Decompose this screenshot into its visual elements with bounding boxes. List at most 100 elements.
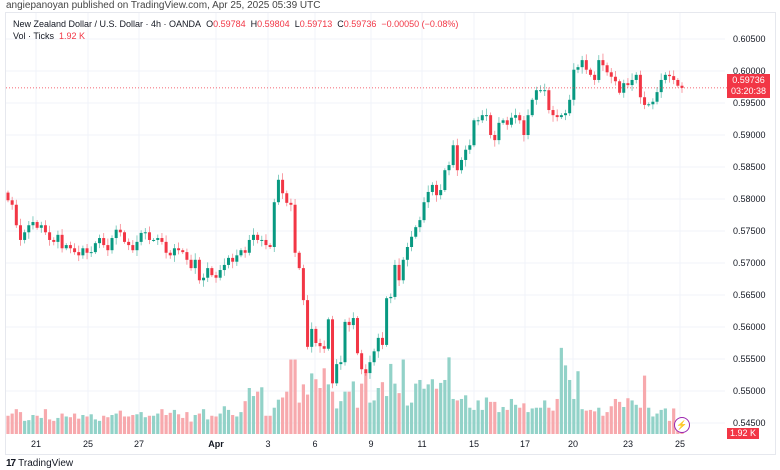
- candle-body: [297, 252, 301, 269]
- candle-body: [622, 83, 626, 93]
- volume-bar: [81, 415, 85, 434]
- price-tick: 0.58500: [733, 162, 766, 172]
- candle-body: [626, 83, 630, 86]
- candle-body: [389, 296, 393, 299]
- volume-bar: [114, 413, 118, 434]
- volume-bar: [605, 412, 609, 434]
- volume-bar: [214, 416, 218, 434]
- candle-body: [568, 99, 572, 114]
- volume-bar: [397, 393, 401, 434]
- candle-body: [643, 97, 647, 105]
- volume-bar: [414, 383, 418, 434]
- volume-bar: [235, 416, 239, 434]
- candle-body: [214, 275, 218, 278]
- candle-body: [193, 259, 197, 269]
- candle-body: [172, 248, 176, 256]
- candle-body: [102, 238, 106, 246]
- volume-bar: [222, 406, 226, 434]
- volume-bar: [18, 412, 23, 434]
- candle-body: [89, 252, 93, 254]
- volume-bar: [451, 398, 455, 434]
- volume-bar: [343, 391, 347, 434]
- volume-bar: [430, 379, 434, 434]
- volume-bar: [35, 415, 39, 434]
- candle-body: [605, 65, 609, 73]
- tv-logo-icon: 17: [6, 458, 16, 469]
- candle-body: [426, 191, 430, 203]
- price-tick: 0.56500: [733, 290, 766, 300]
- low-label: L: [294, 19, 300, 29]
- candle-body: [139, 232, 143, 242]
- volume-bar: [538, 407, 543, 434]
- volume-bar: [110, 415, 114, 434]
- candle-body: [593, 74, 597, 80]
- volume-bar: [468, 407, 472, 434]
- volume-bar: [77, 418, 81, 434]
- candle-body: [668, 74, 672, 77]
- candle-body: [651, 101, 655, 105]
- candle-body: [405, 247, 409, 260]
- candle-body: [618, 81, 622, 93]
- chart-legend: New Zealand Dollar / U.S. Dollar · 4h · …: [13, 18, 458, 42]
- volume-bar: [160, 409, 164, 434]
- volume-bar: [201, 409, 206, 434]
- volume-badge: 1.92 K: [727, 428, 759, 439]
- volume-bar: [210, 415, 214, 434]
- volume-bar: [297, 402, 301, 434]
- candle-body: [235, 255, 239, 262]
- volume-bar: [97, 420, 102, 434]
- price-tick: 0.59000: [733, 130, 766, 140]
- volume-bar: [164, 415, 168, 434]
- volume-bar: [493, 401, 497, 434]
- candle-body: [580, 60, 584, 68]
- candle-body: [135, 241, 139, 251]
- volume-indicator-label[interactable]: Vol · Ticks: [13, 31, 55, 41]
- candle-body: [85, 248, 89, 253]
- volume-bar: [102, 415, 106, 434]
- volume-bar: [593, 411, 597, 434]
- candle-body: [676, 79, 680, 86]
- lightning-alert-icon[interactable]: ⚡: [674, 417, 690, 433]
- volume-bar: [23, 420, 27, 434]
- volume-bar: [364, 371, 368, 434]
- candle-body: [543, 90, 547, 92]
- volume-bar: [285, 391, 289, 434]
- candle-body: [31, 222, 35, 226]
- volume-bar: [501, 406, 505, 434]
- volume-bar: [143, 417, 147, 434]
- candle-body: [289, 202, 293, 205]
- candle-body: [634, 74, 638, 80]
- volume-bar: [609, 406, 613, 434]
- price-tick: 0.56000: [733, 322, 766, 332]
- volume-bar: [505, 409, 509, 434]
- tradingview-logo[interactable]: 17 TradingView: [6, 458, 73, 469]
- candle-body: [251, 234, 255, 240]
- volume-bar: [385, 396, 389, 434]
- volume-bar: [10, 413, 14, 434]
- volume-bar: [226, 409, 231, 434]
- volume-bar: [472, 409, 476, 434]
- volume-bar: [318, 388, 322, 434]
- volume-bar: [372, 400, 376, 434]
- candle-body: [464, 149, 468, 160]
- volume-bar: [443, 379, 447, 434]
- candle-body: [364, 369, 368, 374]
- volume-bar: [513, 404, 518, 434]
- candle-body: [52, 239, 56, 242]
- volume-bar: [405, 405, 410, 434]
- symbol-title[interactable]: New Zealand Dollar / U.S. Dollar · 4h · …: [13, 19, 202, 29]
- price-tick: 0.55000: [733, 386, 766, 396]
- high-value: 0.59804: [257, 19, 290, 29]
- volume-bar: [310, 373, 314, 434]
- volume-bar: [172, 409, 177, 434]
- candle-body: [247, 239, 251, 253]
- candle-body: [613, 76, 617, 82]
- volume-bar: [335, 408, 339, 434]
- price-tick: 0.57000: [733, 258, 766, 268]
- volume-bar: [330, 391, 335, 434]
- time-tick: 6: [312, 439, 318, 449]
- candle-body: [355, 318, 359, 354]
- volume-bar: [568, 379, 572, 434]
- candle-body: [484, 115, 488, 117]
